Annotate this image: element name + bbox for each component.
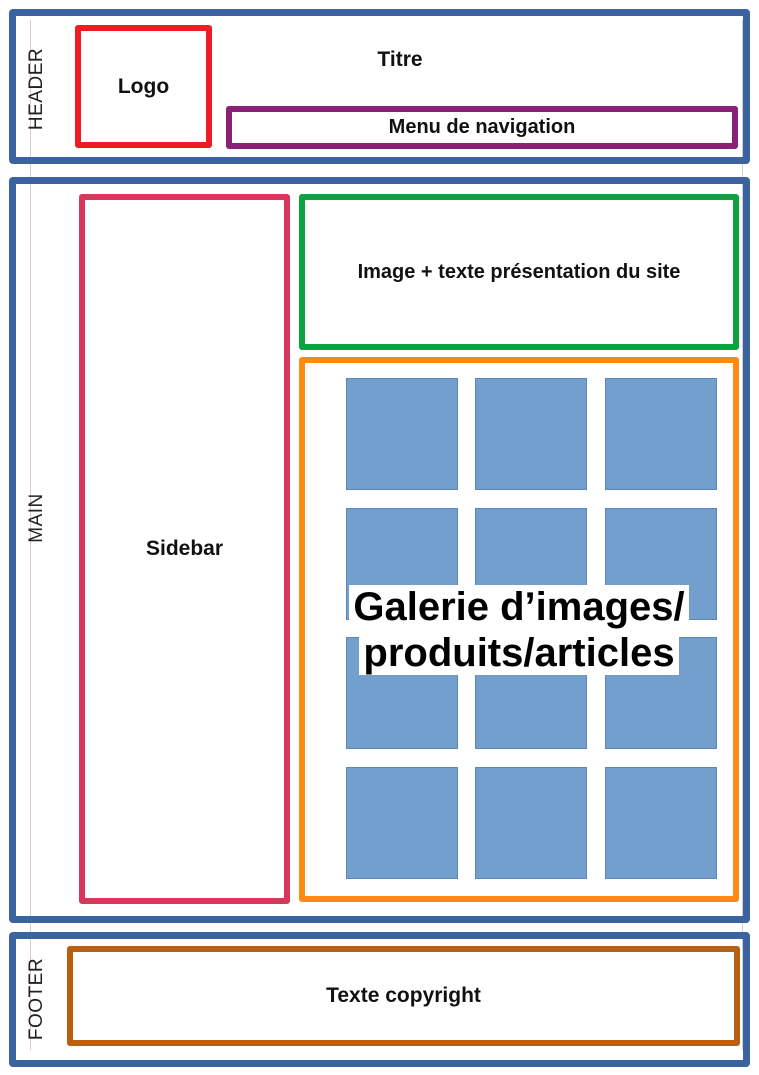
sidebar-box: Sidebar xyxy=(79,194,290,904)
gallery-tile xyxy=(605,378,717,490)
gallery-label-line1: Galerie d’images/ xyxy=(349,585,689,629)
header-section xyxy=(9,9,750,164)
footer-section xyxy=(9,932,750,1067)
main-section-label: MAIN xyxy=(26,493,47,543)
logo-box: Logo xyxy=(75,25,212,148)
gallery-tile xyxy=(346,767,458,879)
main-section xyxy=(9,177,750,923)
gallery-label: Galerie d’images/ produits/articles xyxy=(346,584,692,676)
navigation-menu-label: Menu de navigation xyxy=(388,116,576,138)
gallery-box xyxy=(299,357,739,902)
gallery-tile xyxy=(346,378,458,490)
gallery-tile xyxy=(605,767,717,879)
copyright-label: Texte copyright xyxy=(326,984,481,1007)
copyright-box: Texte copyright xyxy=(67,946,740,1046)
margin-guide-left xyxy=(30,20,31,1050)
gallery-label-line2: produits/articles xyxy=(359,631,679,675)
margin-guide-right xyxy=(742,20,743,1050)
header-section-label: HEADER xyxy=(26,47,47,131)
presentation-box: Image + texte présentation du site xyxy=(299,194,739,350)
presentation-label: Image + texte présentation du site xyxy=(357,260,681,283)
logo-label: Logo xyxy=(117,74,170,98)
gallery-tile xyxy=(605,508,717,620)
gallery-tile xyxy=(475,767,587,879)
sidebar-label: Sidebar xyxy=(145,537,224,560)
site-title: Titre xyxy=(377,48,423,71)
footer-section-label: FOOTER xyxy=(26,957,47,1041)
navigation-menu-box: Menu de navigation xyxy=(226,106,738,149)
gallery-tile xyxy=(475,378,587,490)
